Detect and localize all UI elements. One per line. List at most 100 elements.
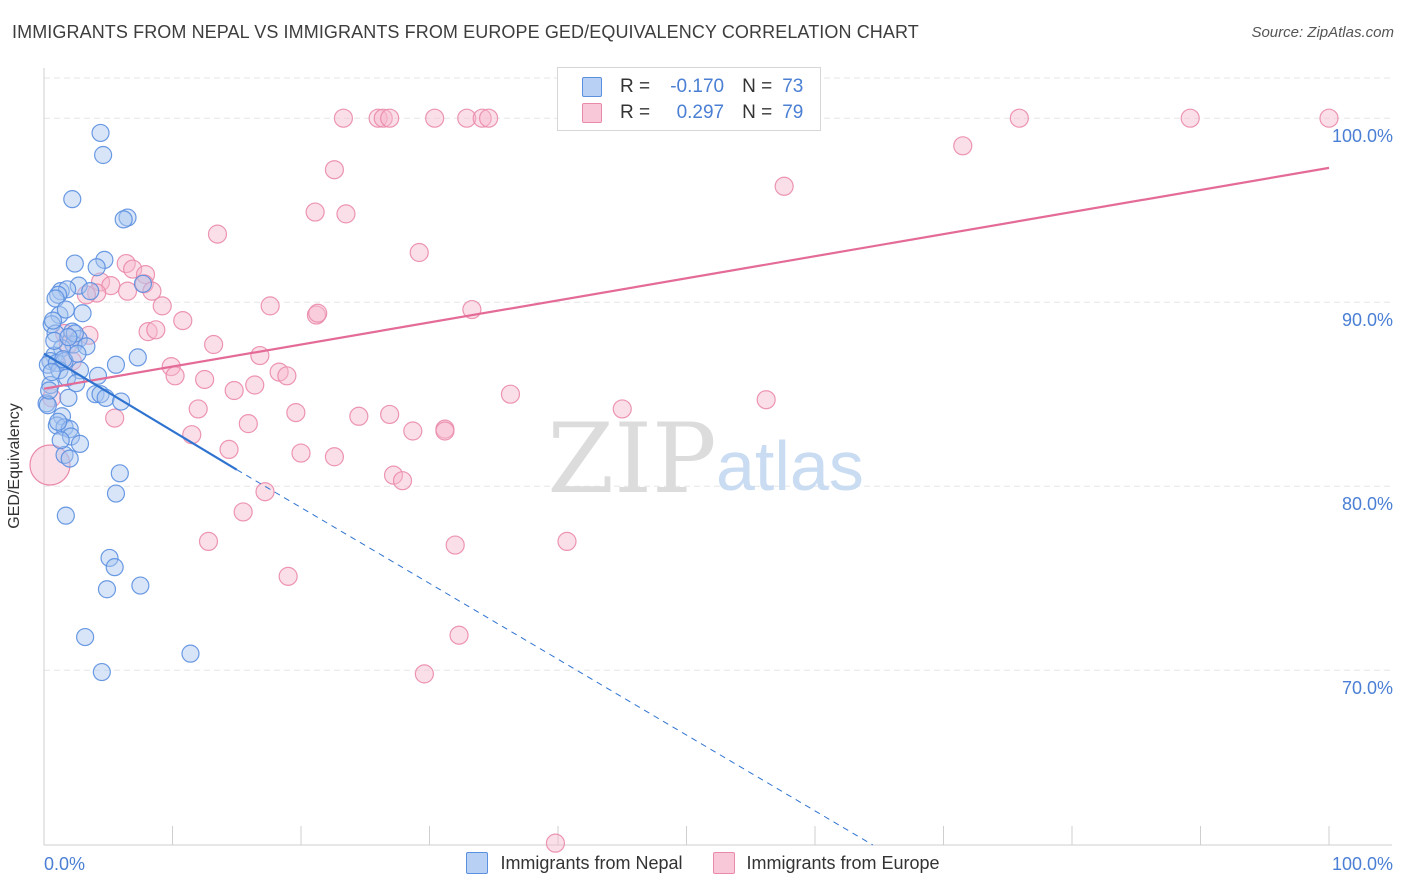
europe-point-11 [1180,108,1200,128]
europe-point-73 [445,535,465,555]
europe-point-1 [368,108,388,128]
europe-point-30 [152,296,172,316]
nepal-point-1 [94,145,113,165]
axis-layer [43,68,1392,846]
nepal-point-8 [133,274,153,293]
europe-point-74 [557,531,577,552]
europe-point-large [29,444,71,486]
nepal-point-29 [106,355,126,374]
europe-point-75 [278,566,298,586]
europe-point-52 [756,390,776,410]
series-label-nepal: Immigrants from Nepal [500,852,683,873]
legend-r-label: R = [620,102,651,123]
points-layer [29,108,1339,853]
nepal-point-60 [42,363,61,382]
series-legend-nepal[interactable]: Immigrants from Nepal [466,852,683,874]
series-legend-europe[interactable]: Immigrants from Europe [712,852,940,874]
europe-point-13 [953,136,973,156]
series-legend: Immigrants from Nepal Immigrants from Eu… [0,852,1406,874]
y-tick-label-90: 90.0% [1342,310,1393,330]
nepal-point-46 [60,449,79,468]
nepal-point-53 [97,580,117,599]
nepal-point-2 [63,190,82,209]
legend-r-label: R = [620,76,651,97]
y-axis-label: GED/Equivalency [6,403,23,529]
europe-point-4 [425,108,445,128]
nepal-point-36 [59,388,78,407]
europe-point-57 [380,404,400,425]
europe-point-56 [349,406,369,426]
europe-point-70 [255,482,275,502]
europe-point-6 [472,108,492,128]
europe-point-16 [305,202,325,222]
nepal-point-49 [56,506,75,525]
nepal-point-52 [131,576,150,595]
nepal-point-50 [100,548,119,568]
europe-point-48 [277,366,297,386]
europe-point-27 [117,281,138,301]
europe-point-45 [165,366,185,386]
europe-point-15 [774,176,794,196]
europe-point-17 [336,204,356,224]
europe-point-2 [373,108,393,128]
nepal-point-47 [110,464,129,483]
nepal-point-57 [45,331,64,350]
europe-point-60 [238,414,258,434]
europe-point-12 [1319,108,1339,128]
series-swatch-nepal [466,852,489,874]
x-tick-label-0: 0.0% [44,854,85,874]
europe-point-51 [500,384,521,404]
europe-point-69 [392,471,413,491]
nepal-point-65 [68,344,87,363]
watermark-zip: ZIP [547,403,716,515]
europe-point-18 [207,224,228,244]
europe-point-46 [195,369,215,390]
europe-point-72 [198,531,219,552]
nepal-point-67 [81,282,100,301]
nepal-point-0 [91,123,110,143]
legend-n-label: N = [742,102,773,123]
legend-r-value-nepal: -0.170 [670,76,725,97]
europe-point-55 [286,403,306,423]
legend-n-value-nepal: 73 [782,76,804,97]
europe-point-14 [324,160,345,180]
nepal-point-30 [128,348,147,367]
legend-swatch-nepal [582,77,602,97]
legend-row-nepal: R = -0.170 N = 73 [582,74,803,100]
trend-layer [43,166,1330,846]
europe-point-0 [333,108,354,128]
europe-point-66 [291,443,311,463]
nepal-point-62 [59,328,78,347]
europe-point-41 [204,334,224,355]
europe-point-61 [403,421,423,441]
europe-point-78 [545,833,566,853]
europe-point-49 [245,375,265,395]
nepal-point-5 [65,254,84,273]
x-tick-label-100: 100.0% [1332,854,1393,874]
europe-point-50 [224,380,244,401]
series-label-europe: Immigrants from Europe [746,852,940,873]
nepal-point-44 [70,434,90,453]
series-swatch-europe [712,852,735,874]
europe-point-67 [324,447,345,467]
europe-point-65 [219,439,239,459]
nepal-point-54 [76,627,95,647]
nepal-point-72 [56,300,75,319]
europe-point-10 [1009,108,1029,128]
europe-point-42 [250,345,270,366]
nepal-trend-line [43,352,238,471]
europe-point-58 [612,399,632,419]
nepal-point-7 [87,258,106,277]
nepal-point-70 [51,431,70,450]
europe-point-68 [383,465,404,485]
nepal-trend-extrapolation [236,469,874,846]
nepal-point-51 [105,558,124,577]
chart-title: IMMIGRANTS FROM NEPAL VS IMMIGRANTS FROM… [12,22,919,42]
nepal-point-6 [95,250,114,269]
europe-point-59 [105,408,125,428]
europe-point-19 [409,242,429,263]
europe-point-26 [142,281,162,301]
legend-r-value-europe: 0.297 [676,102,725,123]
tick-label-layer: 70.0% 80.0% 90.0% 100.0% 0.0% 100.0% [44,126,1393,874]
